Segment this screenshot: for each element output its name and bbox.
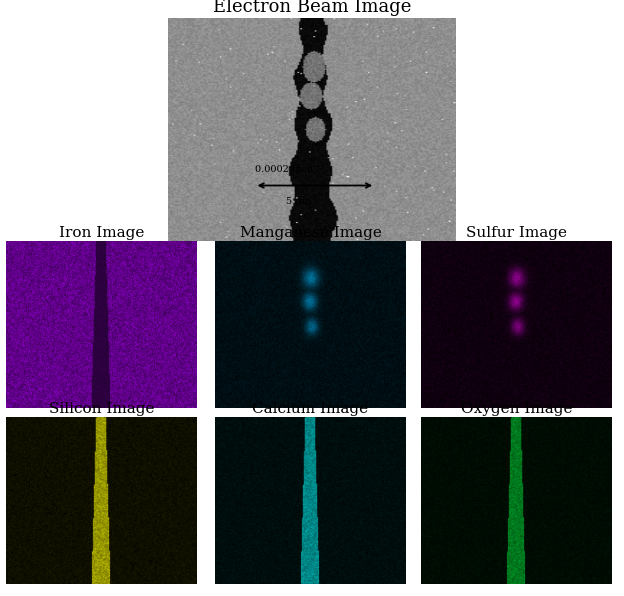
Title: Silicon Image: Silicon Image	[49, 402, 154, 416]
Title: Manganese Image: Manganese Image	[240, 226, 381, 240]
Title: Sulfur Image: Sulfur Image	[466, 226, 567, 240]
Title: Electron Beam Image: Electron Beam Image	[213, 0, 411, 16]
Title: Iron Image: Iron Image	[59, 226, 144, 240]
Title: Oxygen Image: Oxygen Image	[461, 402, 572, 416]
Text: 5 μm: 5 μm	[286, 197, 311, 206]
Text: 0.0002 inch: 0.0002 inch	[255, 165, 313, 174]
Title: Calcium Image: Calcium Image	[252, 402, 369, 416]
